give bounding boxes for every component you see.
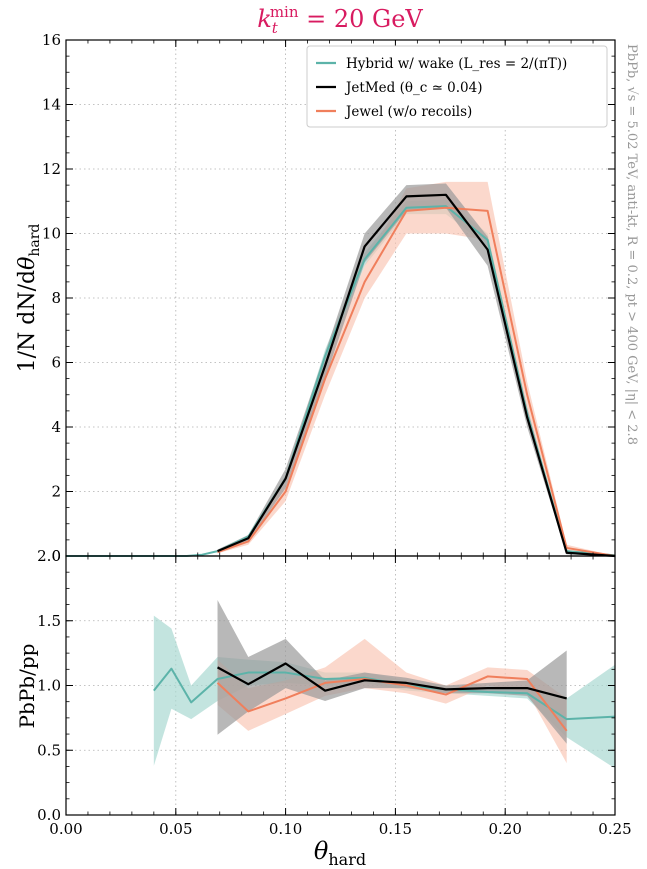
y-tick-label: 8 [51,289,61,307]
y-tick-label: 14 [42,96,61,114]
bottom-panel: 0.0 0.5 1.0 1.5 2.0 0.00 0.05 0.10 0.15 0.20 0.25 [37,547,632,838]
y-tick-label: 0.5 [37,741,61,759]
x-tick-label: 0.00 [49,820,82,838]
legend-box [306,45,608,128]
legend-label-jewel: Jewel (w/o recoils) [344,104,472,120]
band-hybrid [66,199,615,556]
line-jetmed [216,662,567,700]
y-tick-label: 2 [51,483,61,501]
top-panel: 0 2 4 6 8 10 12 14 16 Hybrid w/ wake (L_res = 2/… [42,31,616,565]
bottom-series-lines [153,662,616,732]
legend-label-jetmed: JetMed (θ_c ≃ 0.04) [344,80,483,96]
x-tick-label: 0.05 [159,820,192,838]
y-tick-label: 0 [51,547,61,565]
x-tick-label: 0.10 [269,820,302,838]
top-y-axis-title: 1/N dN/dθhard [15,224,43,373]
top-series-lines [66,193,616,558]
chart-title: ktmin = 20 GeV [257,3,423,37]
bottom-y-axis-title: PbPb/pp [15,644,39,729]
title-sub: t [272,19,279,37]
title-rest: = 20 GeV [299,5,424,33]
title-sup: min [270,3,299,21]
legend-label-hybrid: Hybrid w/ wake (L_res = 2/(πT)) [346,56,567,72]
y-tick-label: 4 [51,418,61,436]
y-tick-label: 16 [42,31,61,49]
x-tick-label: 0.15 [379,820,412,838]
y-tick-label: 10 [42,225,61,243]
y-tick-label: 12 [42,160,61,178]
y-tick-label: 1.5 [37,612,61,630]
x-tick-label: 0.20 [488,820,521,838]
bottom-plot-frame [65,555,616,816]
y-tick-label: 2.0 [37,547,61,565]
y-tick-label: 0.0 [37,806,61,824]
y-tick-label: 6 [51,354,61,372]
y-tick-label: 1.0 [37,677,61,695]
line-hybrid [66,205,616,557]
line-hybrid [153,667,616,721]
bottom-ticks: 0.0 0.5 1.0 1.5 2.0 0.00 0.05 0.10 0.15 0.20 0.25 [37,547,632,838]
bottom-bands [153,600,615,769]
line-jewel [217,206,616,557]
top-bands [66,181,615,556]
legend: Hybrid w/ wake (L_res = 2/(πT)) JetMed (θ… [306,45,608,128]
x-tick-label: 0.25 [598,820,631,838]
x-axis-title: θhard [314,837,366,869]
line-jetmed [217,193,616,558]
title-k: k [257,5,272,33]
band-jewel [217,638,567,764]
side-note: PbPb, √s = 5.02 TeV, anti-kt, R = 0.2, p… [624,44,639,445]
